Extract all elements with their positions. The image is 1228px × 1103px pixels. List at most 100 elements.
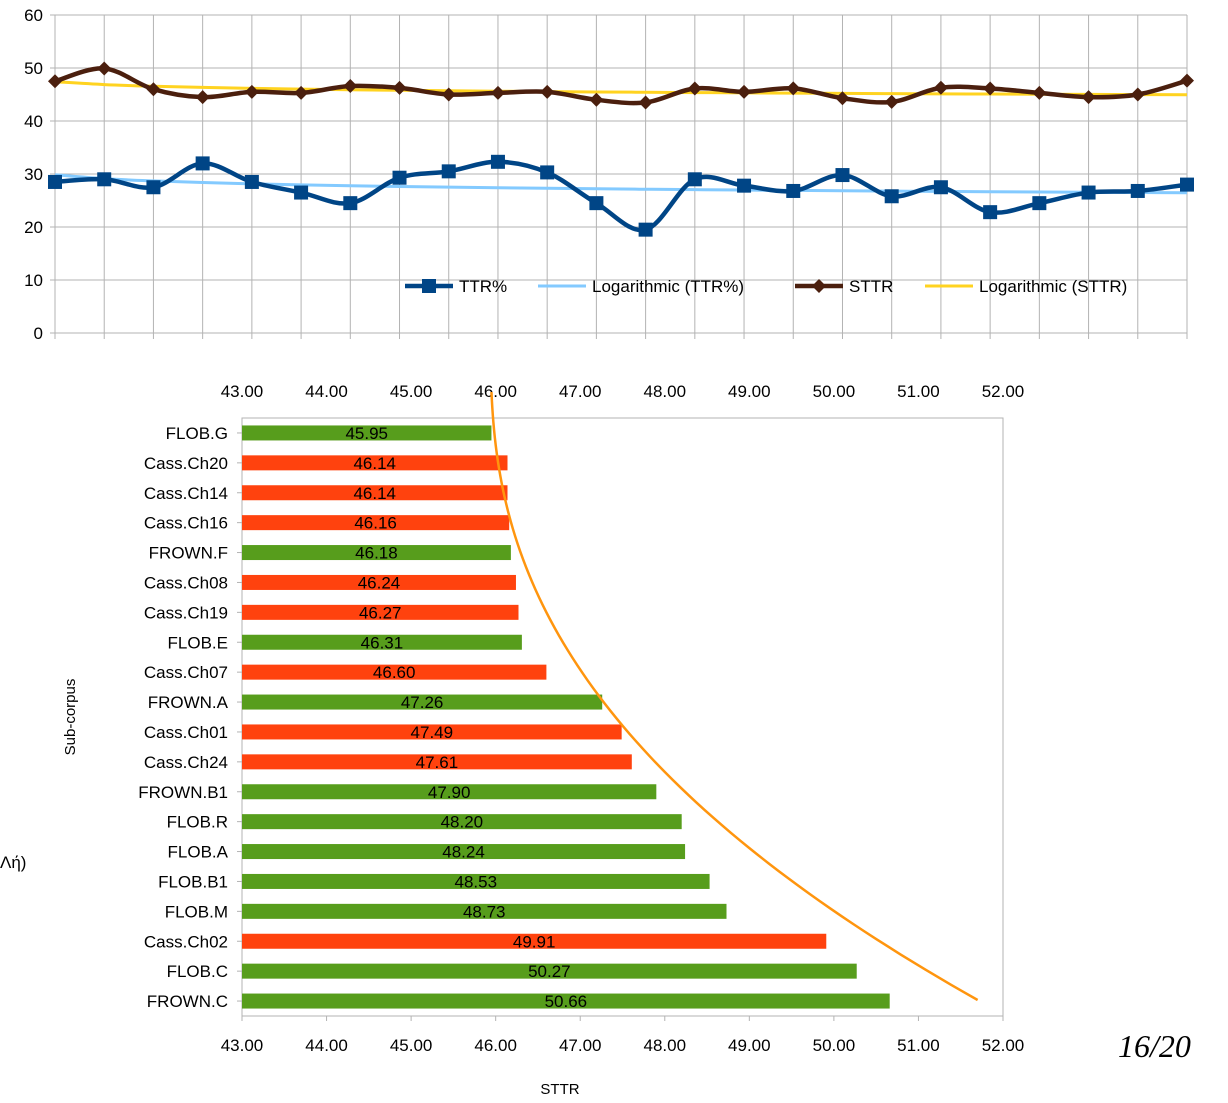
sttr-point bbox=[1130, 87, 1145, 102]
bar bbox=[242, 933, 827, 949]
bar-chart-top-tick-label: 48.00 bbox=[644, 382, 687, 401]
bar bbox=[242, 485, 508, 501]
bar bbox=[242, 604, 519, 620]
line-chart-y-tick-label: 40 bbox=[24, 112, 43, 131]
bar-chart-category-label: Cass.Ch16 bbox=[144, 514, 228, 533]
sttr-point bbox=[835, 91, 850, 106]
bar bbox=[242, 993, 890, 1009]
bar-chart-plot-area bbox=[241, 417, 1004, 1017]
ttr-point bbox=[737, 178, 752, 193]
bar-data-label: 46.14 bbox=[353, 484, 396, 503]
ttr-point bbox=[343, 196, 358, 211]
ttr-point bbox=[97, 172, 112, 187]
bar-data-label: 46.16 bbox=[354, 514, 397, 533]
bar-chart-x-tick-label: 45.00 bbox=[390, 1036, 433, 1055]
legend-marker bbox=[812, 279, 826, 293]
bar-data-label: 46.31 bbox=[361, 633, 404, 652]
bar-chart-x-tick-label: 48.00 bbox=[644, 1036, 687, 1055]
bar bbox=[242, 784, 657, 800]
bar-chart-x-axis-title: STTR bbox=[540, 1081, 579, 1098]
bar-chart-x-tick-label: 44.00 bbox=[305, 1036, 348, 1055]
bar-chart-top-tick-label: 47.00 bbox=[559, 382, 602, 401]
bar-data-label: 46.27 bbox=[359, 603, 402, 622]
bar-chart-category-label: FLOB.G bbox=[166, 424, 228, 443]
bar bbox=[242, 515, 510, 531]
bar-chart-top-tick-label: 51.00 bbox=[897, 382, 940, 401]
bar-chart-trendline bbox=[490, 391, 979, 1002]
ttr-point bbox=[933, 180, 948, 195]
sttr-point bbox=[244, 84, 259, 99]
ttr-point bbox=[687, 172, 702, 187]
sttr-point bbox=[638, 95, 653, 110]
sttr-point bbox=[441, 87, 456, 102]
bar-chart-x-tick-label: 49.00 bbox=[728, 1036, 771, 1055]
bar bbox=[242, 873, 710, 889]
bar bbox=[242, 724, 622, 740]
bar bbox=[242, 754, 632, 770]
bar-chart-top-tick-label: 45.00 bbox=[390, 382, 433, 401]
legend-marker bbox=[422, 279, 436, 293]
sttr-point bbox=[195, 90, 210, 105]
ttr-point bbox=[589, 196, 604, 211]
sttr-point bbox=[1032, 85, 1047, 100]
bar bbox=[242, 694, 603, 710]
bar bbox=[242, 634, 522, 650]
series-line-ttr- bbox=[54, 159, 1188, 233]
bar-chart-x-tick-label: 43.00 bbox=[221, 1036, 264, 1055]
bar bbox=[242, 903, 727, 919]
bar-chart-category-label: FROWN.C bbox=[147, 992, 228, 1011]
legend-label: STTR bbox=[849, 277, 893, 296]
ttr-point bbox=[244, 174, 259, 189]
bar-chart-category-label: FLOB.M bbox=[165, 902, 228, 921]
ttr-point bbox=[983, 205, 998, 220]
bar-chart-category-label: FLOB.C bbox=[167, 962, 228, 981]
sttr-point bbox=[786, 81, 801, 96]
ttr-point bbox=[835, 168, 850, 183]
bar-data-label: 48.20 bbox=[441, 813, 484, 832]
ttr-point bbox=[195, 156, 210, 171]
bar-chart-category-label: Cass.Ch20 bbox=[144, 454, 228, 473]
line-chart-y-tick-label: 0 bbox=[34, 324, 43, 343]
bar-chart-top-tick-label: 49.00 bbox=[728, 382, 771, 401]
bar-chart-x-tick-label: 51.00 bbox=[897, 1036, 940, 1055]
sttr-point bbox=[589, 92, 604, 107]
legend-label: Logarithmic (TTR%) bbox=[592, 277, 744, 296]
bar-chart-category-label: FLOB.E bbox=[168, 633, 228, 652]
bar-data-label: 48.53 bbox=[455, 872, 498, 891]
line-chart-y-tick-label: 30 bbox=[24, 165, 43, 184]
bar bbox=[242, 545, 511, 561]
bar-data-label: 47.90 bbox=[428, 783, 471, 802]
bar-chart-category-label: Cass.Ch01 bbox=[144, 723, 228, 742]
bar-data-label: 46.24 bbox=[358, 573, 401, 592]
ttr-point bbox=[294, 185, 309, 200]
bar-chart-top-tick-label: 52.00 bbox=[982, 382, 1025, 401]
sttr-point bbox=[48, 74, 62, 89]
sttr-point bbox=[1180, 73, 1194, 88]
bar-data-label: 45.95 bbox=[345, 424, 388, 443]
ttr-point bbox=[1032, 196, 1047, 211]
trendline-logarithmic-ttr- bbox=[54, 173, 1188, 195]
trendline-logarithmic-sttr- bbox=[54, 80, 1188, 97]
bar-chart-x-tick-label: 52.00 bbox=[982, 1036, 1025, 1055]
ttr-point bbox=[441, 164, 456, 179]
bar-data-label: 46.18 bbox=[355, 544, 398, 563]
bar-data-label: 50.27 bbox=[528, 962, 571, 981]
bar-chart-category-label: FLOB.B1 bbox=[158, 872, 228, 891]
sttr-point bbox=[1081, 90, 1096, 105]
bar-chart-x-tick-label: 46.00 bbox=[474, 1036, 517, 1055]
bar-chart-category-label: FROWN.A bbox=[148, 693, 229, 712]
bar-chart-category-label: Cass.Ch14 bbox=[144, 484, 228, 503]
bar-chart-top-tick-label: 46.00 bbox=[474, 382, 517, 401]
sttr-point bbox=[294, 85, 309, 100]
bar bbox=[242, 574, 516, 590]
sttr-point bbox=[343, 79, 358, 94]
bar-data-label: 48.73 bbox=[463, 902, 506, 921]
sttr-point bbox=[490, 85, 505, 100]
series-line-sttr bbox=[54, 66, 1188, 106]
bar-chart-category-label: Cass.Ch24 bbox=[144, 753, 228, 772]
bar-chart-category-label: Cass.Ch08 bbox=[144, 573, 228, 592]
bar-chart-category-label: FROWN.B1 bbox=[138, 783, 228, 802]
bar-data-label: 46.60 bbox=[373, 663, 416, 682]
ttr-point bbox=[392, 170, 407, 185]
